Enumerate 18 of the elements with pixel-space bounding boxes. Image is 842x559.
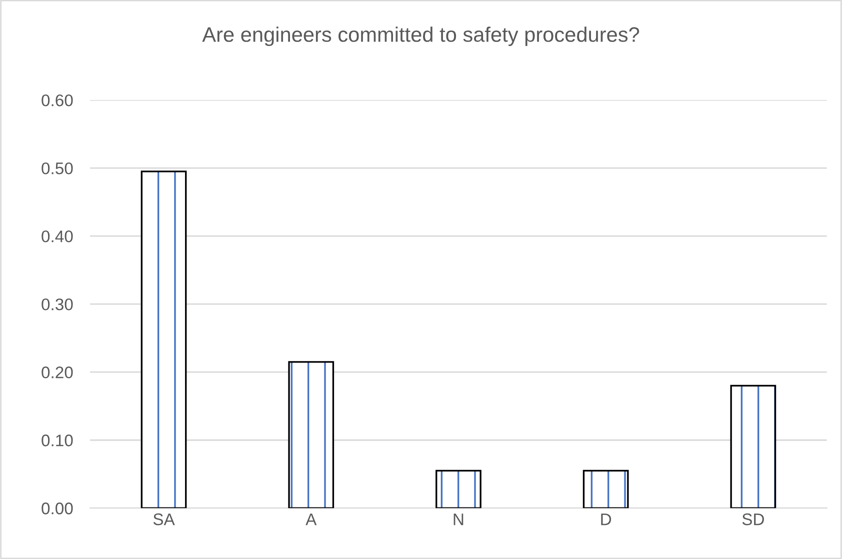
y-tick-label: 0.10	[42, 434, 73, 446]
bar	[436, 470, 482, 508]
y-tick-label: 0.40	[42, 230, 73, 242]
bar	[288, 361, 334, 508]
chart-title: Are engineers committed to safety procedures?	[202, 26, 640, 46]
y-tick-label: 0.50	[42, 162, 73, 174]
y-tick-label: 0.60	[42, 94, 73, 106]
x-tick-label: SD	[742, 513, 764, 526]
x-tick-label: A	[306, 514, 317, 526]
bar	[140, 170, 187, 508]
x-tick-label: N	[454, 514, 464, 526]
bar	[582, 470, 629, 508]
y-tick-label: 0.00	[42, 502, 73, 514]
bar	[730, 384, 776, 508]
y-tick-label: 0.30	[42, 298, 73, 310]
x-tick-label: SA	[153, 513, 175, 526]
y-tick-label: 0.20	[42, 366, 73, 378]
x-tick-label: D	[601, 514, 612, 526]
